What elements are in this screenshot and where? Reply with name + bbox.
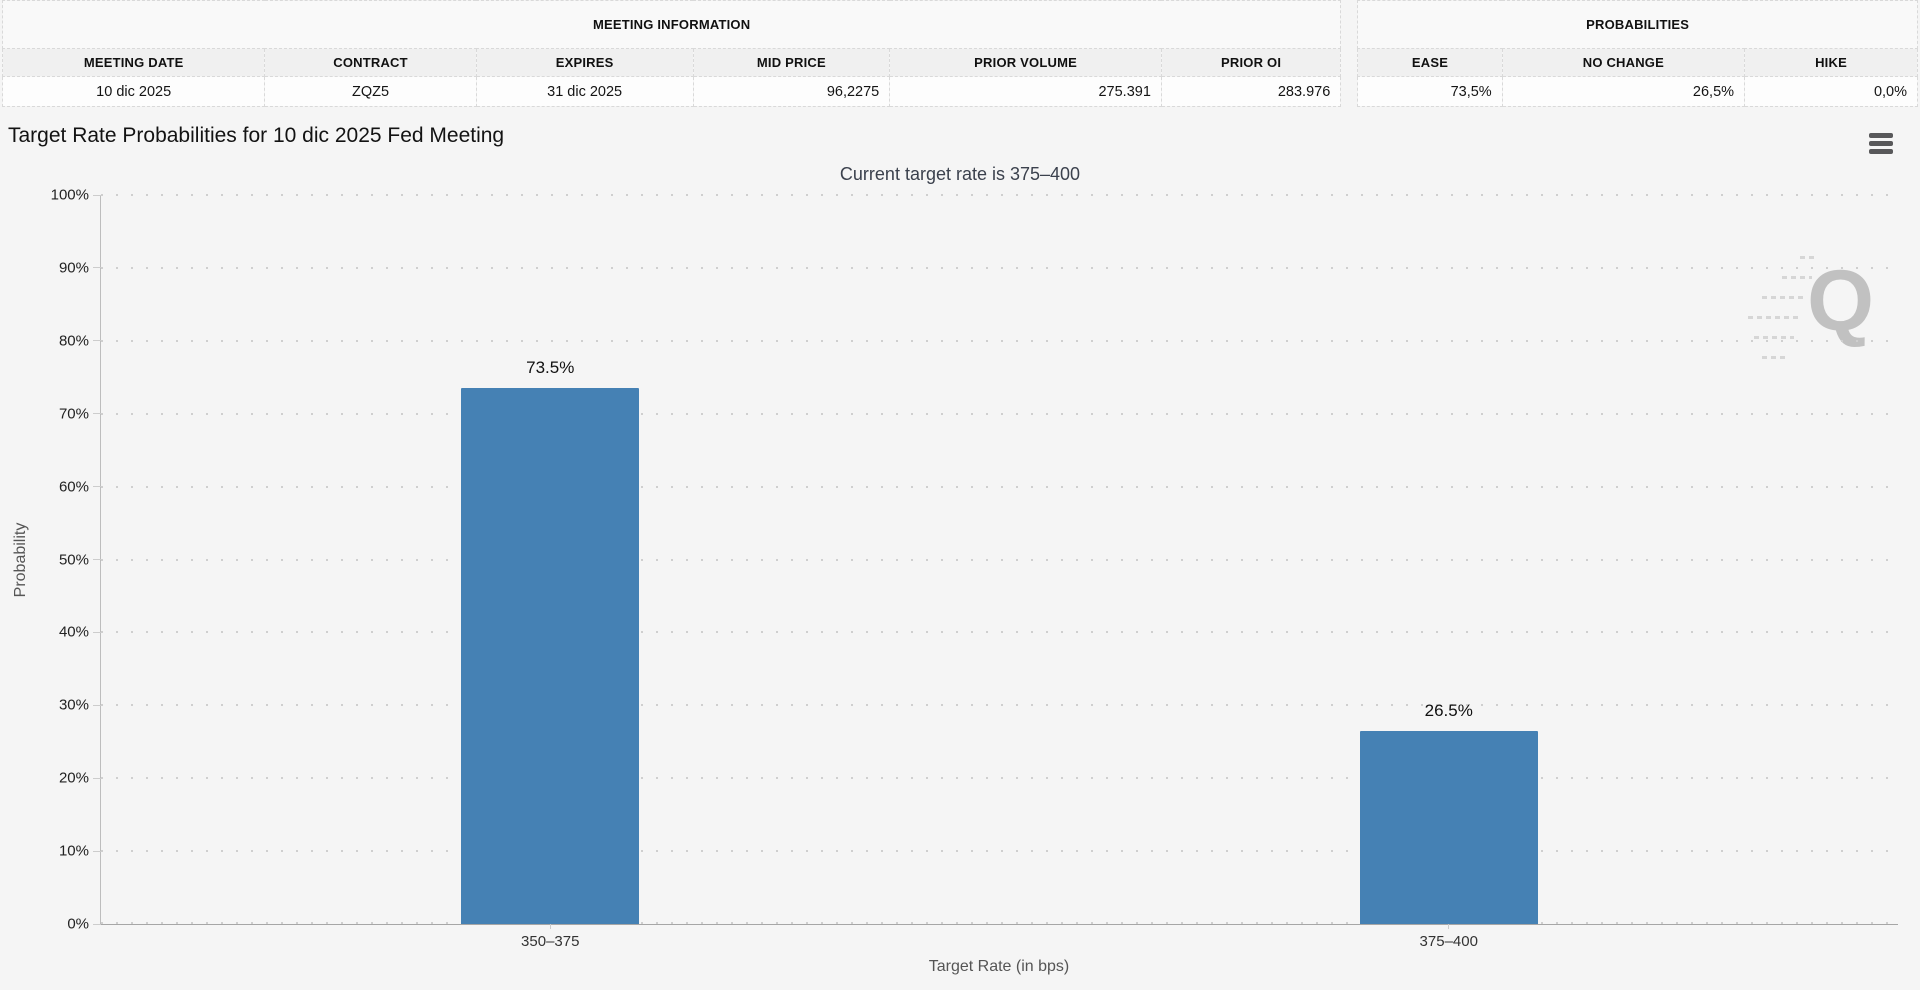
target-rate-chart-panel: Target Rate Probabilities for 10 dic 202… — [0, 108, 1920, 990]
gridline — [101, 194, 1898, 196]
column-header-prior-oi: PRIOR OI — [1160, 48, 1342, 77]
y-axis-tick — [93, 704, 101, 706]
gridline — [101, 850, 1898, 853]
y-axis-tick-label: 70% — [58, 405, 89, 423]
y-axis-tick-label: 50% — [58, 551, 89, 568]
column-header-no-change: NO CHANGE — [1501, 48, 1746, 77]
y-axis-tick — [93, 340, 101, 342]
mid-price-value: 96,2275 — [692, 76, 891, 107]
gridline — [101, 339, 1898, 342]
x-axis-title: Target Rate (in bps) — [928, 958, 1070, 975]
y-axis-tick-label: 10% — [58, 842, 89, 860]
y-axis-tick — [93, 631, 101, 633]
probabilities-columns-row: EASE NO CHANGE HIKE — [1357, 48, 1918, 77]
column-header-mid-price: MID PRICE — [692, 48, 891, 77]
y-axis-tick — [93, 559, 101, 560]
hamburger-bar — [1869, 133, 1893, 138]
y-axis-tick-label: 30% — [58, 696, 89, 714]
gridline — [101, 704, 1898, 707]
probabilities-table: PROBABILITIES EASE NO CHANGE HIKE 73,5% … — [1357, 0, 1918, 107]
column-header-meeting-date: MEETING DATE — [1, 48, 266, 77]
expires-value: 31 dic 2025 — [475, 76, 694, 107]
hamburger-bar — [1869, 141, 1893, 146]
meeting-columns-row: MEETING DATE CONTRACT EXPIRES MID PRICE … — [1, 48, 1342, 77]
y-axis-tick — [93, 777, 101, 779]
plot-area: 0% 10% 20% 30% 40% 50% 60% 70% 80% 90% 100% 73.5% 35… — [51, 187, 1898, 950]
hamburger-menu-icon[interactable] — [1869, 133, 1893, 154]
hike-probability-value: 0,0% — [1744, 76, 1918, 107]
y-axis-tick — [93, 194, 101, 196]
meeting-values-row: 10 dic 2025 ZQZ5 31 dic 2025 96,2275 275… — [1, 76, 1342, 107]
x-axis-tick — [1448, 924, 1450, 929]
probabilities-values-row: 73,5% 26,5% 0,0% — [1357, 76, 1918, 107]
bar-value-label: 26.5% — [1424, 700, 1473, 720]
probabilities-header: PROBABILITIES — [1357, 0, 1918, 49]
hamburger-bar — [1869, 149, 1893, 154]
y-axis-tick-label: 40% — [58, 623, 89, 641]
y-axis-tick — [93, 267, 101, 269]
probability-bar[interactable] — [1359, 730, 1538, 924]
meeting-date-value: 10 dic 2025 — [1, 76, 266, 107]
column-header-hike: HIKE — [1744, 48, 1918, 77]
ease-probability-value: 73,5% — [1357, 76, 1503, 107]
gridline — [101, 922, 1898, 924]
y-axis-tick — [93, 413, 101, 415]
probability-bar[interactable] — [461, 388, 640, 924]
gridline — [101, 631, 1898, 634]
gridline — [101, 558, 1898, 561]
meeting-information-table: MEETING INFORMATION MEETING DATE CONTRAC… — [1, 0, 1342, 107]
gridline — [101, 777, 1898, 780]
column-header-contract: CONTRACT — [264, 48, 477, 77]
y-axis-title: Probability — [12, 522, 29, 598]
column-header-prior-volume: PRIOR VOLUME — [889, 48, 1162, 77]
y-axis-tick-label: 100% — [50, 186, 89, 204]
x-axis-tick-label: 375–400 — [1419, 933, 1478, 950]
chart-subtitle: Current target rate is 375–400 — [839, 164, 1081, 184]
y-axis-tick-label: 20% — [58, 769, 89, 787]
gridline — [101, 412, 1898, 415]
gridline — [101, 266, 1898, 269]
top-tables-row: MEETING INFORMATION MEETING DATE CONTRAC… — [0, 0, 1920, 107]
y-axis-tick — [93, 486, 101, 488]
prior-volume-value: 275.391 — [889, 76, 1162, 107]
x-axis-tick-label: 350–375 — [521, 933, 580, 950]
no-change-probability-value: 26,5% — [1501, 76, 1746, 107]
x-axis-tick — [549, 924, 551, 929]
y-axis-tick-label: 90% — [58, 259, 89, 277]
prior-oi-value: 283.976 — [1160, 76, 1342, 107]
y-axis-tick-label: 80% — [58, 332, 89, 350]
column-header-ease: EASE — [1357, 48, 1503, 77]
bar-value-label: 73.5% — [526, 358, 575, 378]
contract-value: ZQZ5 — [264, 76, 477, 107]
y-axis-tick-label: 0% — [67, 915, 89, 933]
column-header-expires: EXPIRES — [475, 48, 694, 77]
y-axis-tick — [93, 850, 101, 852]
gridline — [101, 485, 1898, 488]
meeting-information-header: MEETING INFORMATION — [1, 0, 1342, 49]
y-axis-tick-label: 60% — [58, 478, 89, 496]
y-axis-tick — [93, 923, 101, 925]
chart-title: Target Rate Probabilities for 10 dic 202… — [8, 124, 505, 147]
